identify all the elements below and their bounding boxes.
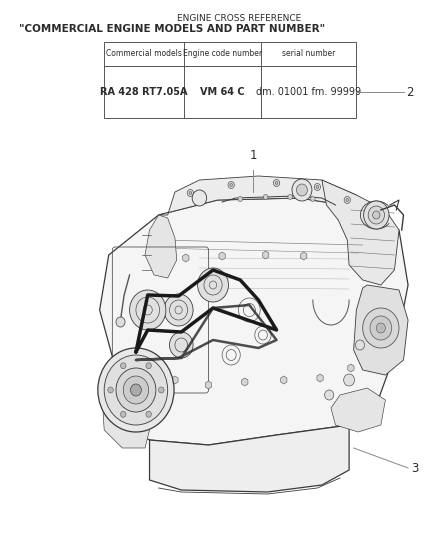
Circle shape (297, 184, 307, 196)
Polygon shape (353, 285, 408, 375)
Circle shape (238, 197, 243, 201)
Text: 3: 3 (411, 462, 418, 474)
Circle shape (130, 290, 166, 330)
Polygon shape (242, 378, 248, 386)
Circle shape (311, 197, 315, 201)
Circle shape (373, 211, 380, 219)
Text: RA 428 RT7.05A: RA 428 RT7.05A (100, 87, 188, 97)
Text: ENGINE CROSS REFERENCE: ENGINE CROSS REFERENCE (177, 14, 301, 23)
Circle shape (275, 182, 278, 184)
Circle shape (164, 294, 193, 326)
Circle shape (98, 348, 174, 432)
Text: 1: 1 (249, 149, 257, 162)
Polygon shape (100, 198, 408, 445)
Polygon shape (149, 425, 349, 492)
Circle shape (123, 376, 148, 404)
Circle shape (368, 206, 385, 224)
Circle shape (325, 390, 334, 400)
Circle shape (292, 179, 312, 201)
Circle shape (198, 268, 229, 302)
Polygon shape (300, 252, 307, 260)
Circle shape (108, 387, 113, 393)
Circle shape (192, 190, 207, 206)
Polygon shape (262, 251, 269, 259)
Bar (104, 42, 357, 118)
Circle shape (120, 363, 126, 369)
Text: Commercial models: Commercial models (106, 50, 182, 59)
Polygon shape (172, 376, 178, 384)
Circle shape (104, 355, 168, 425)
Circle shape (228, 182, 234, 189)
Circle shape (370, 316, 392, 340)
Circle shape (314, 183, 321, 190)
Circle shape (346, 198, 349, 201)
Circle shape (344, 374, 354, 386)
Text: Engine code number: Engine code number (183, 50, 262, 59)
Polygon shape (331, 388, 385, 432)
Text: 2: 2 (406, 85, 414, 99)
Polygon shape (102, 378, 149, 448)
Circle shape (364, 201, 389, 229)
Circle shape (273, 180, 280, 187)
Circle shape (116, 317, 125, 327)
Circle shape (288, 195, 293, 199)
Polygon shape (205, 381, 212, 389)
Polygon shape (159, 176, 363, 215)
Polygon shape (183, 254, 189, 262)
Polygon shape (281, 376, 287, 384)
Circle shape (263, 195, 268, 199)
Text: dm. 01001 fm. 99999: dm. 01001 fm. 99999 (256, 87, 361, 97)
Circle shape (189, 191, 192, 195)
Circle shape (187, 190, 194, 197)
Circle shape (116, 368, 156, 412)
Polygon shape (348, 364, 354, 372)
Circle shape (159, 387, 164, 393)
Text: "COMMERCIAL ENGINE MODELS AND PART NUMBER": "COMMERCIAL ENGINE MODELS AND PART NUMBE… (19, 24, 325, 34)
Polygon shape (145, 215, 177, 278)
Circle shape (170, 332, 193, 358)
Circle shape (376, 323, 385, 333)
Polygon shape (322, 180, 399, 285)
Circle shape (344, 197, 350, 204)
Circle shape (356, 340, 364, 350)
Circle shape (363, 308, 399, 348)
Circle shape (131, 384, 141, 396)
Circle shape (146, 411, 152, 417)
Polygon shape (219, 252, 225, 260)
Circle shape (120, 411, 126, 417)
Circle shape (316, 185, 319, 189)
Circle shape (146, 363, 152, 369)
Text: VM 64 C: VM 64 C (200, 87, 245, 97)
Circle shape (230, 183, 233, 187)
Text: serial number: serial number (282, 50, 336, 59)
Polygon shape (317, 374, 323, 382)
